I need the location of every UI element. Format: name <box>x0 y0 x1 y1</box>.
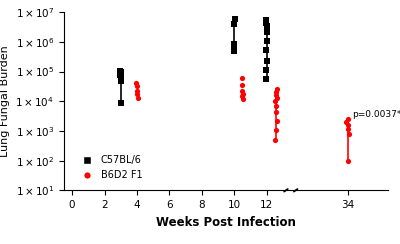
Point <box>264 39 270 43</box>
Point <box>231 44 237 48</box>
Point <box>134 89 140 93</box>
Point <box>272 93 279 97</box>
Point <box>345 127 351 131</box>
Point <box>344 159 351 163</box>
Point <box>263 21 270 25</box>
Point <box>240 97 246 101</box>
Point <box>346 132 352 136</box>
Point <box>118 101 124 105</box>
Point <box>231 42 237 46</box>
Point <box>238 89 245 93</box>
Point <box>240 92 246 96</box>
Point <box>263 60 270 63</box>
X-axis label: Weeks Post Infection: Weeks Post Infection <box>156 216 296 229</box>
Point <box>116 69 123 73</box>
Point <box>274 96 280 100</box>
Point <box>343 120 349 124</box>
Point <box>239 94 246 98</box>
Point <box>272 138 278 142</box>
Point <box>262 77 269 81</box>
Point <box>134 96 141 100</box>
Point <box>272 110 279 114</box>
Point <box>264 30 270 34</box>
Point <box>263 18 269 22</box>
Point <box>238 83 245 87</box>
Point <box>117 72 124 76</box>
Point <box>263 48 270 51</box>
Point <box>262 68 269 72</box>
Point <box>230 49 237 53</box>
Point <box>133 81 140 85</box>
Legend: C57BL/6, B6D2 F1: C57BL/6, B6D2 F1 <box>75 153 144 182</box>
Point <box>133 84 140 88</box>
Point <box>344 117 351 121</box>
Point <box>345 123 352 127</box>
Point <box>239 76 246 80</box>
Point <box>272 128 279 132</box>
Point <box>134 92 141 96</box>
Y-axis label: Lung Fungal Burden: Lung Fungal Burden <box>0 45 10 157</box>
Point <box>273 104 279 108</box>
Point <box>231 22 238 26</box>
Point <box>117 73 123 77</box>
Point <box>273 119 280 123</box>
Point <box>118 79 125 82</box>
Point <box>263 25 270 29</box>
Point <box>118 75 124 79</box>
Point <box>272 99 278 103</box>
Point <box>232 17 238 21</box>
Point <box>118 70 125 74</box>
Point <box>272 90 279 94</box>
Point <box>274 88 280 92</box>
Text: p=0.0037***: p=0.0037*** <box>352 110 400 119</box>
